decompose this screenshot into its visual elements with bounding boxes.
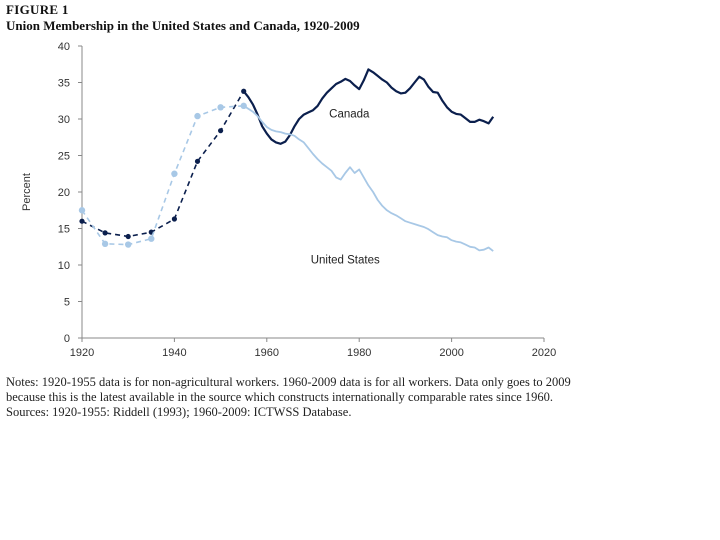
notes-line-1: Notes: 1920-1955 data is for non-agricul…	[6, 375, 571, 389]
figure-notes: Notes: 1920-1955 data is for non-agricul…	[6, 375, 711, 420]
y-tick-label: 0	[64, 333, 70, 345]
united-states-solid-line	[243, 105, 494, 252]
united-states-data-point	[148, 235, 155, 242]
x-tick-label: 1920	[70, 347, 94, 359]
x-tick-label: 1940	[162, 347, 186, 359]
canada-series-label: Canada	[329, 109, 370, 121]
chart-series	[78, 68, 495, 252]
united-states-dashed-line	[81, 105, 244, 246]
notes-line-2: because this is the latest available in …	[6, 390, 554, 404]
united-states-data-point	[125, 241, 132, 248]
united-states-data-point	[171, 170, 178, 177]
canada-data-point	[79, 218, 85, 224]
canada-dashed-line	[81, 90, 245, 238]
y-tick-label: 30	[58, 114, 70, 126]
canada-data-point	[171, 216, 177, 222]
x-tick-label: 2000	[439, 347, 463, 359]
canada-data-point	[218, 128, 224, 134]
y-tick-label: 40	[58, 41, 70, 53]
figure-label: FIGURE 1	[6, 2, 69, 17]
united-states-series-label: United States	[311, 255, 380, 267]
y-tick-label: 25	[58, 151, 70, 163]
x-tick-label: 1980	[347, 347, 371, 359]
united-states-data-point	[240, 102, 247, 110]
y-tick-label: 5	[64, 297, 70, 309]
y-tick-label: 20	[58, 187, 70, 199]
sources-line: Sources: 1920-1955: Riddell (1993); 1960…	[6, 405, 352, 419]
union-membership-chart: 0 5 10 15 20 25 30 35 40 1920 1940 1960 1980 2000 2020…	[21, 41, 556, 359]
x-tick-label: 2020	[532, 347, 556, 359]
y-tick-label: 15	[58, 224, 70, 236]
united-states-data-point	[101, 240, 109, 248]
canada-data-point	[102, 230, 108, 236]
canada-data-point	[125, 233, 131, 240]
canada-data-point	[194, 158, 201, 164]
chart-title: Union Membership in the United States an…	[6, 18, 360, 33]
canada-solid-line	[242, 68, 495, 145]
y-tick-label: 10	[58, 260, 70, 272]
chart-labels: Canada United States	[311, 109, 380, 267]
united-states-data-point	[78, 207, 86, 214]
united-states-data-point	[194, 112, 201, 120]
canada-data-point	[241, 88, 247, 94]
united-states-data-point	[217, 104, 224, 111]
y-tick-label: 35	[58, 78, 70, 90]
y-axis-label: Percent	[21, 173, 33, 211]
chart-axes: 0 5 10 15 20 25 30 35 40 1920 1940 1960 1980 2000 2020…	[21, 41, 556, 359]
x-tick-label: 1960	[255, 347, 279, 359]
